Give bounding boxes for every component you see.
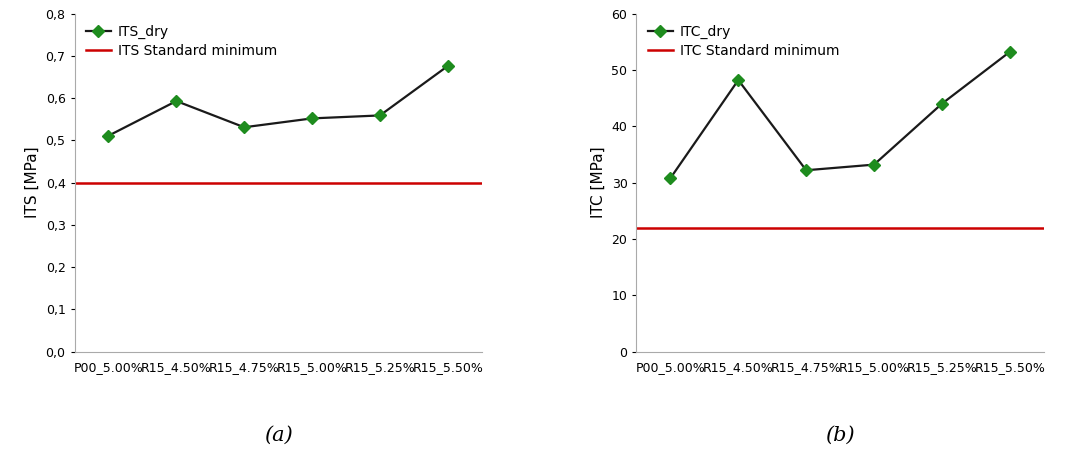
ITS_dry [374,113,387,118]
Legend: ITC_dry, ITC Standard minimum: ITC_dry, ITC Standard minimum [643,20,843,63]
ITC Standard minimum [732,225,744,230]
ITC_dry [732,78,744,83]
ITC_dry [665,175,677,181]
Legend: ITS_dry, ITS Standard minimum: ITS_dry, ITS Standard minimum [82,20,281,63]
ITS_dry [170,98,183,104]
ITC_dry [1003,49,1016,55]
Y-axis label: ITS [MPa]: ITS [MPa] [24,147,40,218]
ITS_dry [102,133,115,138]
ITS_dry [441,63,454,69]
ITC_dry [800,167,813,173]
ITS_dry [306,115,318,121]
Text: (a): (a) [264,426,293,445]
ITC_dry [935,101,948,106]
ITS Standard minimum [102,180,115,185]
Text: (b): (b) [825,426,855,445]
Line: ITC_dry: ITC_dry [667,48,1014,182]
ITS_dry [237,124,250,130]
ITC_dry [868,162,881,167]
ITS Standard minimum [170,180,183,185]
ITC Standard minimum [665,225,677,230]
Y-axis label: ITC [MPa]: ITC [MPa] [591,147,606,218]
Line: ITS_dry: ITS_dry [104,62,452,140]
